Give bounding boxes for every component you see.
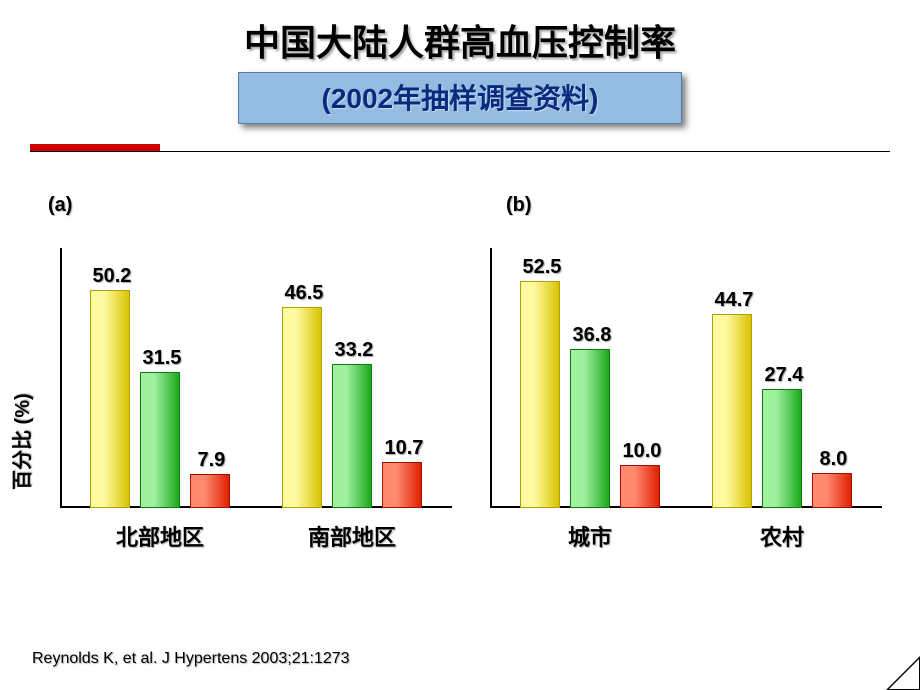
plot-area: 50.231.57.9北部地区46.533.210.7南部地区 <box>60 248 452 508</box>
subtitle-box: (2002年抽样调查资料) <box>238 72 682 124</box>
category-label: 南部地区 <box>262 508 442 552</box>
page-title: 中国大陆人群高血压控制率 <box>0 0 920 66</box>
bar-value-label: 27.4 <box>764 364 803 389</box>
charts-area: 百分比 (%) (a)50.231.57.9北部地区46.533.210.7南部… <box>0 190 920 590</box>
divider <box>30 144 890 154</box>
category-label: 城市 <box>500 508 680 552</box>
y-axis-label: 百分比 (%) <box>6 393 35 490</box>
bar: 33.2 <box>332 364 372 508</box>
bar: 46.5 <box>282 307 322 509</box>
bar-value-label: 46.5 <box>284 282 323 307</box>
bar: 7.9 <box>190 474 230 508</box>
category-label: 农村 <box>692 508 872 552</box>
category-label: 北部地区 <box>70 508 250 552</box>
bar-value-label: 52.5 <box>522 256 561 281</box>
divider-line <box>30 151 890 152</box>
y-axis <box>60 248 62 508</box>
bar: 50.2 <box>90 290 130 508</box>
bar-value-label: 31.5 <box>142 347 181 372</box>
y-axis <box>490 248 492 508</box>
bar-group: 52.536.810.0城市 <box>520 248 660 508</box>
bar: 27.4 <box>762 389 802 508</box>
bar-group: 44.727.48.0农村 <box>712 248 852 508</box>
page-corner-fold-icon <box>886 656 920 690</box>
bar: 10.7 <box>382 462 422 508</box>
bar-group: 50.231.57.9北部地区 <box>90 248 230 508</box>
bar-value-label: 33.2 <box>334 339 373 364</box>
bar-value-label: 10.0 <box>622 440 661 465</box>
chart-panel-a: (a)50.231.57.9北部地区46.533.210.7南部地区 <box>60 190 452 550</box>
bar-value-label: 36.8 <box>572 324 611 349</box>
chart-panel-b: (b)52.536.810.0城市44.727.48.0农村 <box>490 190 882 550</box>
bar-value-label: 8.0 <box>819 448 847 473</box>
bar: 31.5 <box>140 372 180 509</box>
citation-text: Reynolds K, et al. J Hypertens 2003;21:1… <box>32 650 350 668</box>
bar-value-label: 10.7 <box>384 437 423 462</box>
panel-label-b: (b) <box>506 194 532 217</box>
panel-label-a: (a) <box>48 194 72 217</box>
bar-group: 46.533.210.7南部地区 <box>282 248 422 508</box>
bar-value-label: 7.9 <box>197 449 225 474</box>
bar: 44.7 <box>712 314 752 508</box>
bar: 10.0 <box>620 465 660 508</box>
plot-area: 52.536.810.0城市44.727.48.0农村 <box>490 248 882 508</box>
bar: 36.8 <box>570 349 610 508</box>
bar-value-label: 50.2 <box>92 265 131 290</box>
subtitle-text: (2002年抽样调查资料) <box>322 83 599 114</box>
bar-value-label: 44.7 <box>714 289 753 314</box>
bar: 8.0 <box>812 473 852 508</box>
bar: 52.5 <box>520 281 560 509</box>
